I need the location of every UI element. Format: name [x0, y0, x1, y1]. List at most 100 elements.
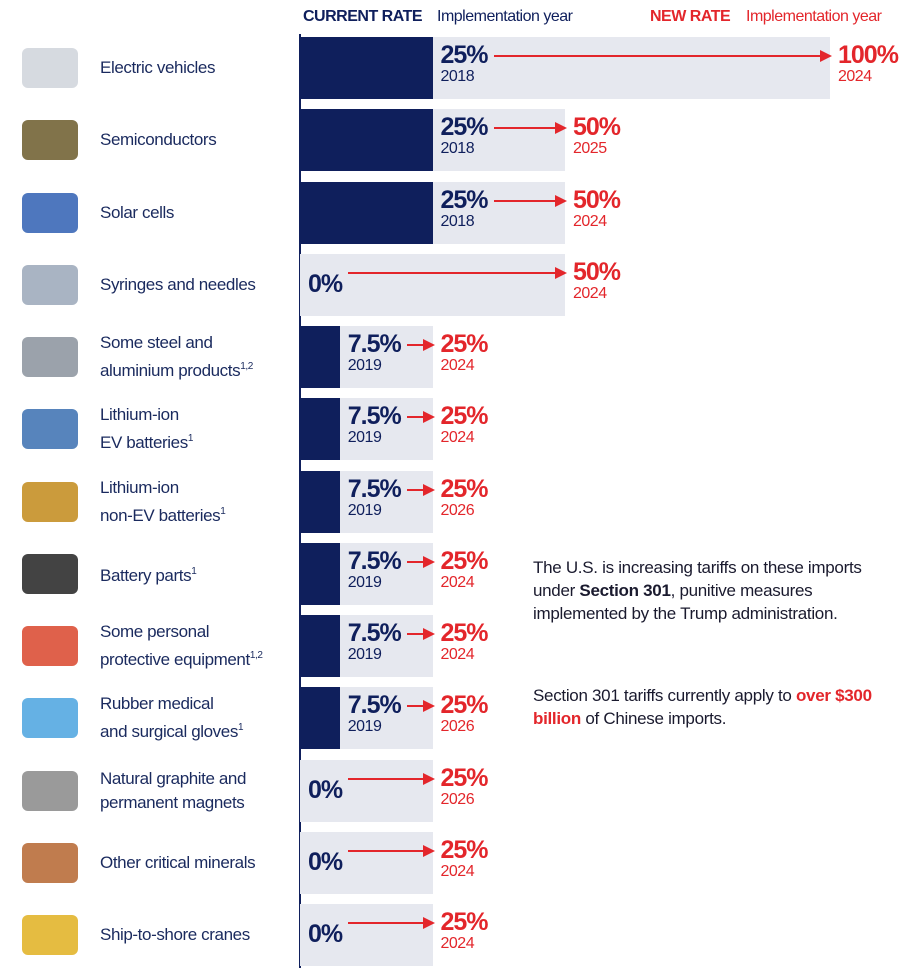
current-year: 2019	[347, 429, 382, 447]
category-text: Some personal protective equipment	[100, 622, 250, 669]
icon	[22, 409, 78, 450]
new-year: 2026	[440, 790, 475, 808]
category-label: Syringes and needles	[100, 273, 256, 297]
new-label: 25% 2024	[441, 548, 489, 592]
note: The U.S. is increasing tariffs on these …	[533, 556, 873, 625]
current-year: 2019	[347, 357, 382, 374]
arrow-line	[348, 922, 425, 924]
category-label: Some personal protective equipment1,2	[100, 620, 263, 672]
new-label: 25% 2024	[440, 619, 489, 664]
new-year: 2026	[440, 501, 475, 519]
new-rate-bar	[300, 831, 433, 894]
icon	[22, 842, 78, 883]
current-value: 7.5%	[347, 619, 402, 647]
icon	[22, 626, 78, 666]
category-label: Battery parts1	[100, 560, 197, 588]
category-label: Some steel and aluminium products1,2	[100, 331, 253, 383]
icon	[22, 337, 78, 377]
arrow-line	[406, 633, 425, 635]
new-year: 2024	[440, 646, 475, 663]
current-label: 25% 2018	[440, 185, 489, 231]
arrow-head	[422, 628, 435, 640]
arrow-head	[422, 844, 435, 857]
arrow-head	[555, 122, 567, 135]
new-value: 50%	[573, 257, 621, 286]
arrow-head	[422, 700, 435, 713]
current-label: 7.5% 2019	[347, 619, 402, 664]
current-rate-bar	[300, 470, 340, 533]
note-text: of Chinese imports.	[580, 709, 727, 728]
current-value: 25%	[440, 185, 489, 214]
category-label: Solar cells	[100, 201, 174, 225]
current-label: 7.5% 2019	[347, 331, 402, 375]
current-value: 25%	[440, 41, 489, 69]
arrow-head	[422, 339, 435, 351]
new-value: 50%	[573, 113, 621, 142]
category-text: Some steel and aluminium products	[100, 333, 241, 380]
note-text: Section 301 tariffs currently apply to	[533, 686, 796, 705]
new-year-header: Implementation year	[746, 8, 882, 25]
new-year: 2024	[440, 429, 475, 447]
current-rate-bar	[300, 615, 340, 677]
arrow-head	[555, 266, 567, 279]
current-year: 2019	[347, 573, 382, 591]
new-label: 25% 2024	[440, 331, 489, 375]
arrow-line	[493, 127, 557, 130]
current-label: 25% 2018	[440, 113, 489, 158]
new-label: 50% 2025	[573, 113, 621, 158]
current-value: 7.5%	[347, 546, 402, 575]
new-label: 50% 2024	[573, 185, 621, 231]
arrow-head	[555, 194, 567, 207]
new-value: 25%	[440, 763, 489, 792]
category-text: Lithium-ion non-EV batteries	[100, 477, 221, 525]
category-label: Lithium-ion non-EV batteries1	[100, 476, 226, 528]
new-label: 25% 2026	[440, 474, 489, 520]
arrow-head	[422, 917, 435, 929]
icon	[22, 120, 78, 161]
current-value: 25%	[440, 113, 489, 142]
category-label: Semiconductors	[100, 128, 217, 152]
new-value: 25%	[440, 835, 489, 864]
current-rate-bar	[300, 326, 340, 388]
new-value: 25%	[440, 474, 489, 503]
current-value: 0%	[308, 847, 343, 876]
current-label: 7.5% 2019	[348, 476, 402, 520]
current-rate-bar	[300, 181, 433, 244]
arrow-line	[348, 271, 557, 274]
current-year: 2018	[440, 140, 475, 158]
icon	[22, 770, 78, 811]
category-text: Other critical minerals	[100, 852, 256, 872]
current-value: 0%	[308, 775, 343, 804]
category-text: Syringes and needles	[100, 274, 256, 294]
note: Section 301 tariffs currently apply to o…	[533, 684, 873, 730]
new-label: 25% 2024	[440, 402, 489, 447]
new-year: 2024	[440, 862, 475, 880]
current-rate-bar	[300, 542, 340, 605]
new-year: 2024	[440, 357, 475, 374]
new-value: 50%	[573, 185, 621, 214]
current-year-header: Implementation year	[437, 8, 573, 25]
note-text: , punitive measures implemented by the T…	[533, 581, 838, 623]
arrow-head	[422, 555, 435, 568]
arrow-line	[406, 416, 425, 419]
category-label: Rubber medical and surgical gloves1	[100, 692, 244, 744]
current-value: 7.5%	[347, 691, 402, 720]
arrow-line	[348, 777, 425, 780]
current-label: 7.5% 2019	[347, 691, 402, 736]
new-label: 25% 2026	[441, 692, 489, 736]
new-value: 25%	[440, 619, 489, 647]
new-value: 25%	[440, 402, 489, 431]
new-year: 2024	[838, 68, 872, 85]
current-value: 7.5%	[347, 402, 402, 431]
new-rate-bar	[300, 904, 433, 966]
current-rate-bar	[300, 109, 433, 172]
arrow-line	[493, 55, 822, 57]
arrow-head	[422, 772, 435, 785]
current-year: 2018	[440, 68, 475, 85]
note-text: over $300 billion	[533, 686, 872, 728]
current-year: 2019	[347, 646, 382, 663]
icon	[22, 192, 78, 233]
arrow-head	[820, 50, 832, 62]
new-label: 25% 2024	[440, 835, 489, 881]
footnote: 1	[191, 565, 197, 577]
